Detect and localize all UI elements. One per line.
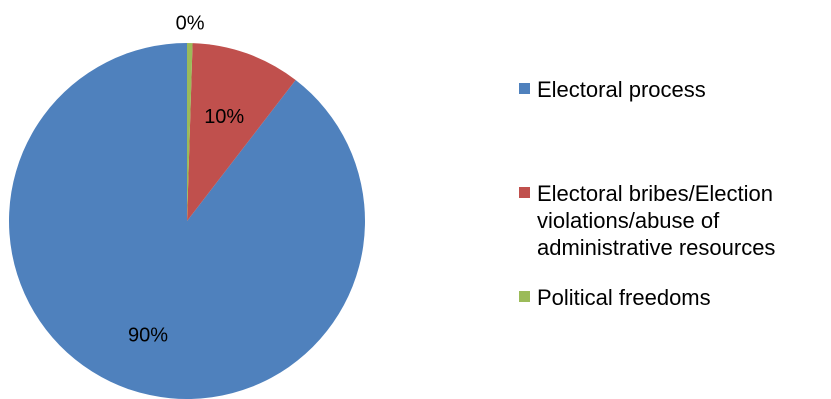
legend-swatch-electoral-process (519, 83, 530, 94)
legend-item-electoral-process: Electoral process (519, 76, 827, 103)
pie-data-labels: 90% 10% 0% (128, 12, 244, 346)
pie-slice-political-freedoms (187, 43, 193, 221)
pie-slice-electoral-bribes (187, 43, 296, 221)
pie-slice-electoral-process (9, 43, 365, 399)
pie-slices (9, 43, 365, 399)
data-label-political-freedoms: 0% (176, 12, 205, 34)
legend-label-electoral-bribes: Electoral bribes/Election violations/abu… (537, 181, 776, 260)
data-label-electoral-process: 90% (128, 325, 168, 347)
data-label-electoral-bribes: 10% (204, 106, 244, 128)
legend-swatch-electoral-bribes (519, 187, 530, 198)
legend-label-electoral-process: Electoral process (537, 77, 706, 102)
legend-item-political-freedoms: Political freedoms (519, 284, 827, 311)
legend-item-electoral-bribes: Electoral bribes/Election violations/abu… (519, 180, 827, 261)
legend-label-political-freedoms: Political freedoms (537, 285, 711, 310)
legend-swatch-political-freedoms (519, 291, 530, 302)
